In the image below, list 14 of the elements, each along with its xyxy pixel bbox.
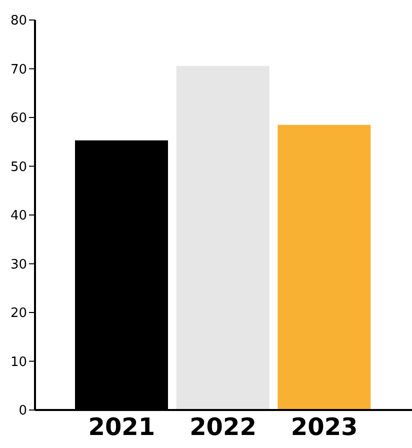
bar	[278, 124, 371, 410]
y-tick-label: 30	[10, 257, 27, 272]
x-tick-label: 2023	[290, 413, 358, 442]
bar	[176, 66, 270, 410]
y-tick-label: 70	[10, 62, 27, 78]
y-tick-label: 20	[10, 306, 27, 322]
x-tick-label: 2021	[88, 413, 156, 442]
y-tick-label: 10	[10, 354, 27, 370]
x-tick-label: 2022	[190, 413, 256, 442]
y-tick-label: 0	[18, 404, 27, 419]
y-tick-label: 60	[10, 111, 27, 126]
y-tick-label: 40	[10, 208, 27, 224]
y-tick-label: 80	[10, 14, 27, 29]
y-tick-label: 50	[10, 160, 27, 175]
